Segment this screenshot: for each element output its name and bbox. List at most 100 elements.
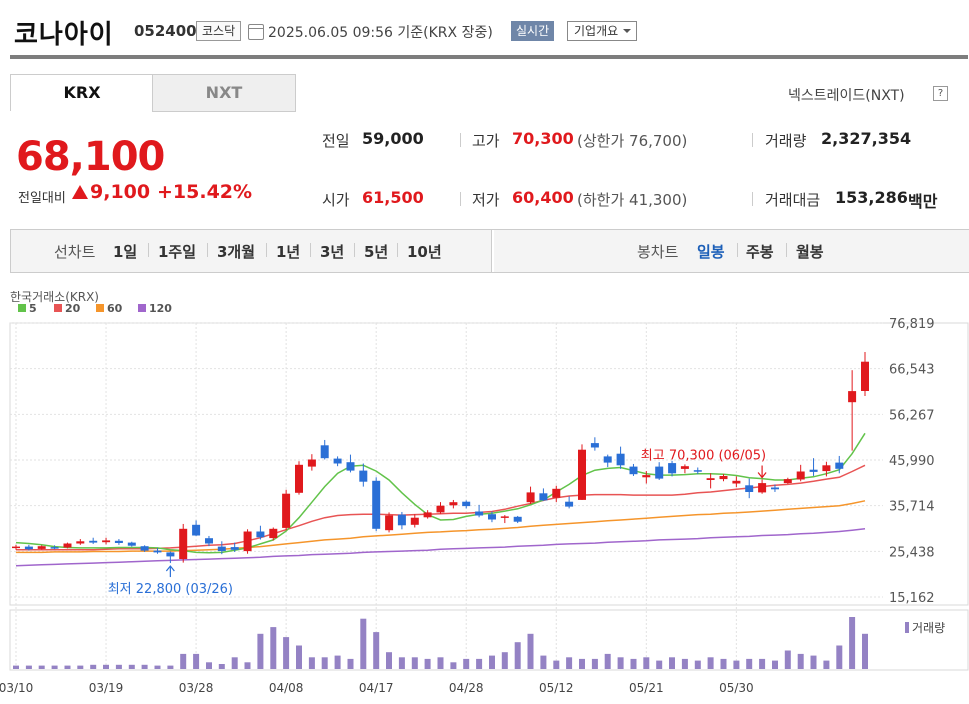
candle-body xyxy=(269,528,278,539)
candle-body xyxy=(153,550,162,553)
volume-bar xyxy=(51,665,58,669)
stat-separator xyxy=(460,133,461,147)
volume-bar xyxy=(270,627,277,669)
candle-body xyxy=(758,483,767,493)
nxt-link[interactable]: 넥스트레이드(NXT) xyxy=(788,88,905,104)
period-3y[interactable]: 3년 xyxy=(320,243,345,261)
candle-body xyxy=(346,462,355,471)
y-tick-label: 15,162 xyxy=(889,591,935,606)
volume-bar xyxy=(476,658,483,669)
volume-bar xyxy=(489,655,495,669)
volume-bar xyxy=(347,658,354,669)
period-1y[interactable]: 1년 xyxy=(276,243,301,261)
period-1w[interactable]: 1주일 xyxy=(158,243,197,261)
prev-close-label: 전일 xyxy=(322,132,350,150)
low-value: 60,400 xyxy=(512,188,574,207)
candle-monthly[interactable]: 월봉 xyxy=(796,243,824,261)
y-tick-label: 76,819 xyxy=(889,317,935,332)
candle-body xyxy=(500,516,509,518)
quote-datetime: 2025.06.05 09:56 기준(KRX 장중) xyxy=(268,25,493,41)
help-icon[interactable]: ? xyxy=(933,86,948,101)
volume-bar xyxy=(694,660,701,669)
candle-body xyxy=(166,552,175,557)
volume-bar xyxy=(283,637,290,669)
change-label: 전일대비 xyxy=(18,191,66,206)
stat-separator xyxy=(460,192,461,206)
candle-body xyxy=(616,453,625,466)
volume-bar xyxy=(669,657,675,669)
lower-limit: (하한가 41,300) xyxy=(577,191,688,209)
candle-body xyxy=(243,531,252,552)
realtime-button[interactable]: 실시간 xyxy=(511,21,555,41)
volume-bar xyxy=(707,657,714,669)
candle-body xyxy=(719,476,728,480)
candle-body xyxy=(140,546,149,551)
candle-body xyxy=(320,445,329,459)
x-tick-label: 04/28 xyxy=(449,681,484,695)
candle-body xyxy=(796,471,805,480)
price-pane-frame xyxy=(9,322,969,606)
volume-bar xyxy=(411,657,418,669)
candle-body xyxy=(89,540,98,543)
candle-body xyxy=(590,443,599,448)
toolbar-separator xyxy=(737,243,738,257)
open-label: 시가 xyxy=(322,191,350,209)
legend-ma120: 120 xyxy=(138,302,172,315)
line-chart-label: 선차트 xyxy=(54,243,96,261)
up-arrow-icon xyxy=(72,185,88,199)
volume-bar xyxy=(862,633,868,669)
volume-bar xyxy=(231,657,238,669)
volume-legend-label: 거래량 xyxy=(912,621,945,635)
toolbar-separator xyxy=(397,243,398,257)
period-3m[interactable]: 3개월 xyxy=(217,243,256,261)
volume-bar xyxy=(784,650,791,669)
period-5y[interactable]: 5년 xyxy=(364,243,389,261)
x-tick-label: 03/28 xyxy=(179,681,214,695)
period-10y[interactable]: 10년 xyxy=(407,243,442,261)
candle-body xyxy=(771,487,779,490)
volume-bar xyxy=(540,655,547,669)
candle-body xyxy=(449,502,458,506)
open-value: 61,500 xyxy=(362,188,424,207)
candle-body xyxy=(397,514,406,526)
candle-body xyxy=(848,391,857,403)
candle-body xyxy=(295,464,303,493)
volume-bar xyxy=(797,653,804,669)
down-arrow-icon xyxy=(757,472,767,479)
candle-daily[interactable]: 일봉 xyxy=(697,243,725,261)
volume-bar xyxy=(334,655,341,669)
candle-body xyxy=(552,488,561,498)
current-price: 68,100 xyxy=(16,134,165,180)
volume-bar xyxy=(643,657,650,669)
candle-body xyxy=(629,466,638,475)
candle-body xyxy=(76,541,85,544)
tab-nxt[interactable]: NXT xyxy=(152,74,296,112)
volume-bar xyxy=(733,660,740,669)
amount-unit: 백만 xyxy=(908,192,938,211)
amount-label: 거래대금 xyxy=(765,191,821,209)
candle-body xyxy=(539,493,548,501)
candle-body xyxy=(385,515,394,531)
x-tick-label: 03/10 xyxy=(0,681,33,695)
volume-bar xyxy=(296,645,302,669)
market-badge: 코스닥 xyxy=(196,21,242,41)
company-info-dropdown[interactable]: 기업개요 xyxy=(567,21,638,41)
toolbar-separator xyxy=(786,243,787,257)
candle-body xyxy=(783,479,792,484)
volume-bar xyxy=(386,652,392,669)
candle-body xyxy=(192,524,201,536)
volume-bar xyxy=(167,665,174,669)
candle-body xyxy=(217,546,226,551)
candle-body xyxy=(668,463,677,474)
stat-separator xyxy=(752,192,753,206)
tab-krx[interactable]: KRX xyxy=(10,74,154,111)
period-1d[interactable]: 1일 xyxy=(113,243,138,261)
candle-body xyxy=(333,458,342,464)
candle-weekly[interactable]: 주봉 xyxy=(746,243,774,261)
volume-bar xyxy=(630,658,637,669)
candle-body xyxy=(114,540,123,543)
volume-bar xyxy=(154,665,161,669)
ma120-line xyxy=(15,528,866,567)
volume-bar xyxy=(437,657,444,669)
